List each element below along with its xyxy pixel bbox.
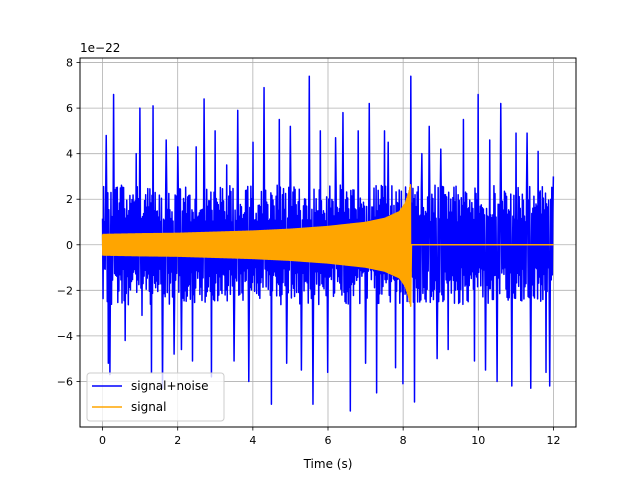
legend-box: [86, 372, 225, 422]
y-tick-label: 8: [66, 57, 73, 70]
y-tick-label: 0: [66, 239, 73, 252]
x-tick-label: 0: [99, 434, 106, 447]
x-tick-label: 2: [174, 434, 181, 447]
x-tick-label: 6: [325, 434, 332, 447]
series-line-signal: [101, 183, 554, 308]
y-tick-label: −2: [57, 284, 73, 297]
legend-label-signal: signal: [131, 400, 167, 414]
x-tick-label: 10: [471, 434, 485, 447]
y-tick-label: 2: [66, 193, 73, 206]
y-tick-label: 4: [66, 148, 73, 161]
x-axis-ticks: 0 2 4 6 8 10 12: [99, 427, 560, 447]
y-tick-label: 6: [66, 102, 73, 115]
legend: signal+noise signal: [86, 372, 225, 422]
x-axis-label: Time (s): [303, 457, 353, 471]
y-tick-label: −4: [57, 330, 73, 343]
x-tick-label: 4: [249, 434, 256, 447]
series-line-signal-noise: [101, 75, 555, 412]
y-offset-label: 1e−22: [80, 41, 120, 55]
x-tick-label: 12: [546, 434, 560, 447]
legend-label-signal-noise: signal+noise: [131, 379, 208, 393]
plot-lines: [101, 75, 555, 412]
y-tick-label: −6: [57, 375, 73, 388]
x-tick-label: 8: [400, 434, 407, 447]
y-axis-ticks: −6 −4 −2 0 2 4 6 8: [57, 57, 80, 388]
